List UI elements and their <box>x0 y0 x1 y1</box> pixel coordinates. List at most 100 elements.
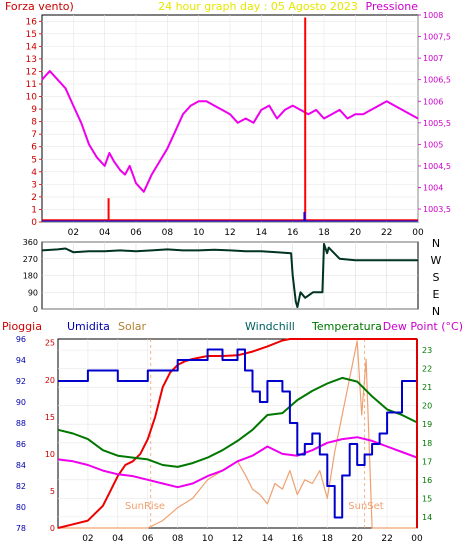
humidity-tick-label: 92 <box>16 377 26 386</box>
pressure-tick-label: 1006 <box>423 97 443 106</box>
pressure-tick-labels: 1003,5 1004 1004,5 1005 1005,5 1006 1006,5 1007… <box>418 11 451 214</box>
x-tick-label: 10 <box>202 534 214 544</box>
compass-label: N <box>432 305 440 318</box>
rain-tick-label: 20 <box>45 376 55 385</box>
humidity-line <box>58 348 418 519</box>
x-tick-label: 22 <box>381 534 392 544</box>
temperature-tick-label: 18 <box>422 439 432 448</box>
rain-tick-label: 25 <box>45 339 55 348</box>
rain-line <box>57 338 417 529</box>
wind-tick-label: 11 <box>26 80 37 90</box>
pressure-tick-label: 1006,5 <box>423 76 451 85</box>
wind-tick-label: 6 <box>31 143 37 153</box>
temperature-tick-label: 19 <box>422 420 432 429</box>
rain-tick-label: 10 <box>45 450 55 459</box>
x-tick-label: 18 <box>318 228 330 238</box>
x-tick-label: 04 <box>99 228 111 238</box>
sunrise-label: SunRise <box>125 501 165 512</box>
temperature-tick-label: 20 <box>422 402 432 411</box>
wind-tick-label: 3 <box>31 180 37 190</box>
x-tick-label: 06 <box>142 534 154 544</box>
windchill-legend: Windchill <box>245 320 295 333</box>
x-tick-labels-top: 02 04 06 08 10 12 14 16 18 20 22 00 <box>68 228 424 238</box>
compass-label: S <box>433 271 440 284</box>
temperature-tick-label: 16 <box>422 476 432 485</box>
pressure-tick-label: 1005 <box>423 140 443 149</box>
x-tick-labels-bottom: 02 04 06 08 10 12 14 16 18 20 22 00 <box>82 534 423 544</box>
direction-tick-label: 0 <box>33 305 38 314</box>
sunset-label: SunSet <box>348 501 384 512</box>
humidity-tick-label: 84 <box>16 461 26 470</box>
temperature-tick-label: 14 <box>422 513 432 522</box>
wind-tick-label: 9 <box>31 105 37 115</box>
temperature-line <box>57 376 418 468</box>
temperature-tick-label: 15 <box>422 494 432 503</box>
humidity-tick-label: 80 <box>16 503 26 512</box>
temperature-series <box>57 338 418 529</box>
x-tick-label: 12 <box>232 534 243 544</box>
humidity-tick-label: 94 <box>16 356 26 365</box>
temperature-tick-label: 21 <box>422 383 432 392</box>
humidity-tick-label: 82 <box>16 482 26 491</box>
x-tick-label: 00 <box>412 228 424 238</box>
x-tick-label: 02 <box>82 534 93 544</box>
humidity-tick-label: 86 <box>16 440 26 449</box>
temperature-legend: Temperatura <box>311 320 382 333</box>
pressure-tick-label: 1005,5 <box>423 119 451 128</box>
wind-axis-label: Forza vento) <box>5 0 74 13</box>
wind-tick-label: 10 <box>26 93 38 103</box>
direction-tick-label: 360 <box>23 238 38 247</box>
wind-tick-label: 4 <box>31 168 37 178</box>
x-tick-label: 20 <box>351 534 363 544</box>
x-tick-label: 06 <box>130 228 142 238</box>
x-tick-label: 16 <box>292 534 304 544</box>
x-tick-label: 18 <box>322 534 334 544</box>
rain-tick-label: 15 <box>45 413 55 422</box>
x-tick-label: 14 <box>256 228 268 238</box>
wind-direction-tick-labels: 0 90 180 270 360 <box>23 238 38 314</box>
wind-pressure-series <box>41 17 419 222</box>
humidity-tick-label: 96 <box>16 335 26 344</box>
compass-label: W <box>431 254 442 267</box>
pressure-tick-label: 1004 <box>423 184 443 193</box>
humidity-tick-label: 90 <box>16 398 26 407</box>
pressure-line <box>41 70 419 193</box>
pressure-tick-label: 1007,5 <box>423 33 451 42</box>
temperature-tick-labels: 14 15 16 17 18 19 20 21 22 23 78 80 82 84 86 88 90 92 94 96… <box>16 335 432 533</box>
pressure-tick-label: 1004,5 <box>423 162 451 171</box>
direction-tick-label: 90 <box>28 288 38 297</box>
dewpoint-line <box>57 436 418 489</box>
wind-direction-series <box>41 242 418 309</box>
rain-tick-label: 0 <box>50 524 55 533</box>
wind-tick-label: 13 <box>26 55 37 65</box>
x-tick-label: 16 <box>287 228 299 238</box>
wind-tick-label: 15 <box>26 30 37 40</box>
wind-direction-grid <box>42 241 418 310</box>
wind-tick-label: 16 <box>26 17 38 27</box>
pressure-tick-label: 1007 <box>423 54 443 63</box>
humidity-tick-label: 78 <box>16 524 26 533</box>
x-tick-label: 02 <box>68 228 79 238</box>
wind-tick-label: 8 <box>31 118 37 128</box>
compass-label: E <box>433 288 440 301</box>
x-tick-label: 22 <box>381 228 392 238</box>
wind-tick-label: 5 <box>31 155 37 165</box>
x-tick-label: 12 <box>224 228 235 238</box>
chart-title: 24 hour graph day : 05 Agosto 2023 <box>158 0 358 13</box>
temperature-humidity-panel: Pioggia Umidita Solar Windchill Temperat… <box>2 320 463 544</box>
x-tick-label: 20 <box>350 228 362 238</box>
wind-tick-label: 7 <box>31 130 37 140</box>
wind-tick-label: 12 <box>26 67 37 77</box>
direction-tick-label: 270 <box>23 255 38 264</box>
x-tick-label: 10 <box>193 228 205 238</box>
wind-pressure-panel: Forza vento) 24 hour graph day : 05 Agos… <box>5 0 451 238</box>
x-tick-label: 04 <box>112 534 124 544</box>
humidity-legend: Umidita <box>67 320 110 333</box>
wind-direction-line <box>41 242 418 309</box>
humidity-tick-label: 88 <box>16 419 26 428</box>
rain-legend: Pioggia <box>2 320 42 333</box>
